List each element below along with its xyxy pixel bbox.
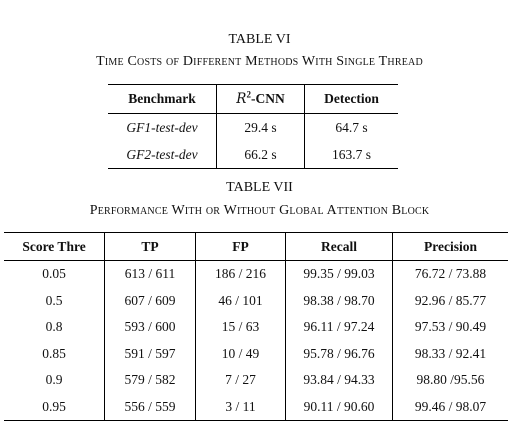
cell-tp: 593 / 600 bbox=[104, 314, 196, 341]
table-row: 0.95 556 / 559 3 / 11 90.11 / 90.60 99.4… bbox=[4, 393, 508, 421]
table6-cell-detection: 163.7 s bbox=[304, 141, 398, 169]
table6-cell-benchmark: GF2-test-dev bbox=[108, 141, 217, 169]
table6-header-row: Benchmark R2-CNN Detection bbox=[108, 84, 398, 114]
table6-header-r2cnn: R2-CNN bbox=[216, 84, 305, 114]
cell-tp: 591 / 597 bbox=[104, 340, 196, 367]
table7-label: TABLE VII bbox=[226, 180, 293, 195]
cell-precision: 76.72 / 73.88 bbox=[414, 266, 487, 282]
cell-score-thre: 0.95 bbox=[4, 393, 105, 421]
cell-precision: 92.96 / 85.77 bbox=[414, 292, 487, 308]
table-row: 0.5 607 / 609 46 / 101 98.38 / 98.70 92.… bbox=[4, 287, 508, 314]
cell-score-thre: 0.05 bbox=[4, 260, 105, 288]
cell-precision: 97.53 / 90.49 bbox=[414, 319, 487, 335]
cell-precision: 98.33 / 92.41 bbox=[414, 345, 487, 361]
cell-score-thre: 0.5 bbox=[4, 287, 105, 314]
table6: Benchmark R2-CNN Detection GF1-test-dev … bbox=[108, 84, 398, 169]
cell-fp: 46 / 101 bbox=[195, 287, 286, 314]
table6-header-benchmark: Benchmark bbox=[108, 84, 217, 114]
cell-recall: 93.84 / 94.33 bbox=[285, 367, 393, 394]
cell-fp: 7 / 27 bbox=[195, 367, 286, 394]
cell-precision: 99.46 / 98.07 bbox=[392, 393, 508, 421]
table-row: 0.05 613 / 611 186 / 216 99.35 / 99.03 7… bbox=[4, 260, 508, 288]
cell-fp: 15 / 63 bbox=[195, 314, 286, 341]
table7-header-precision: Precision bbox=[392, 232, 508, 261]
cell-fp: 3 / 11 bbox=[195, 393, 286, 421]
table6-cell-detection: 64.7 s bbox=[335, 119, 368, 135]
table-row: 0.8 593 / 600 15 / 63 96.11 / 97.24 97.5… bbox=[4, 314, 508, 341]
cell-score-thre: 0.8 bbox=[4, 314, 105, 341]
cell-recall: 90.11 / 90.60 bbox=[285, 393, 393, 421]
cell-tp: 607 / 609 bbox=[104, 287, 196, 314]
table7-header-row: Score Thre TP FP Recall Precision bbox=[4, 232, 508, 261]
cell-precision: 98.80 /95.56 bbox=[416, 372, 485, 388]
table7-header-score-thre: Score Thre bbox=[4, 232, 105, 261]
table-row: GF1-test-dev 29.4 s 64.7 s bbox=[108, 113, 398, 141]
table6-cell-r2cnn: 29.4 s bbox=[216, 113, 305, 141]
cell-recall: 96.11 / 97.24 bbox=[285, 314, 393, 341]
table6-cell-r2cnn: 66.2 s bbox=[216, 141, 305, 169]
table7-title: Performance With or Without Global Atten… bbox=[89, 203, 430, 218]
table-row: GF2-test-dev 66.2 s 163.7 s bbox=[108, 141, 398, 169]
r2cnn-suffix: -CNN bbox=[250, 91, 285, 106]
cell-fp: 10 / 49 bbox=[195, 340, 286, 367]
r-superscript: 2 bbox=[246, 89, 251, 100]
table-row: 0.9 579 / 582 7 / 27 93.84 / 94.33 98.80… bbox=[4, 367, 508, 394]
table7-header-recall: Recall bbox=[285, 232, 393, 261]
table-row: 0.85 591 / 597 10 / 49 95.78 / 96.76 98.… bbox=[4, 340, 508, 367]
cell-tp: 579 / 582 bbox=[104, 367, 196, 394]
r-symbol: R bbox=[236, 91, 247, 107]
cell-score-thre: 0.9 bbox=[4, 367, 105, 394]
cell-recall: 99.35 / 99.03 bbox=[285, 260, 393, 288]
table7-header-tp: TP bbox=[104, 232, 196, 261]
cell-tp: 556 / 559 bbox=[104, 393, 196, 421]
cell-recall: 95.78 / 96.76 bbox=[285, 340, 393, 367]
table6-header-detection: Detection bbox=[304, 84, 398, 114]
cell-score-thre: 0.85 bbox=[4, 340, 105, 367]
table6-cell-benchmark: GF1-test-dev bbox=[108, 113, 217, 141]
table6-title: Time Costs of Different Methods With Sin… bbox=[96, 54, 423, 69]
table6-label: TABLE VI bbox=[228, 32, 291, 47]
cell-fp: 186 / 216 bbox=[195, 260, 286, 288]
cell-recall: 98.38 / 98.70 bbox=[285, 287, 393, 314]
table7-header-fp: FP bbox=[195, 232, 286, 261]
cell-tp: 613 / 611 bbox=[104, 260, 196, 288]
table7: Score Thre TP FP Recall Precision 0.05 6… bbox=[4, 232, 508, 421]
